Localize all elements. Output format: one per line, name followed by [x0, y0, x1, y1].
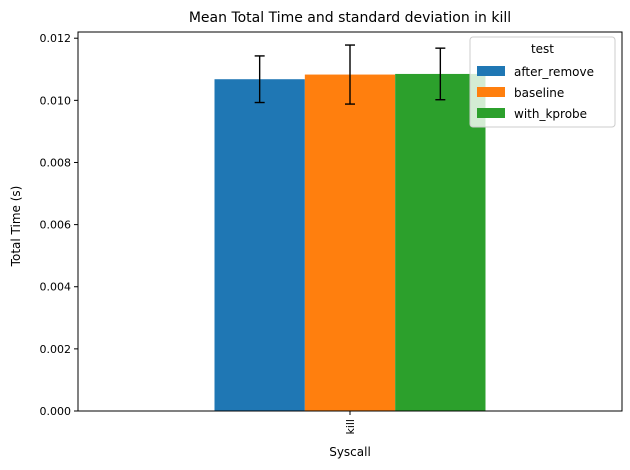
- bar-with_kprobe: [395, 73, 486, 411]
- errorbars-layer: [254, 44, 446, 105]
- legend: test after_remove baseline with_kprobe: [469, 36, 616, 128]
- y-tick-label: 0.010: [40, 94, 72, 107]
- x-tick-label: kill: [344, 419, 357, 435]
- legend-swatch-baseline: [477, 87, 505, 97]
- chart-title: Mean Total Time and standard deviation i…: [189, 10, 511, 26]
- legend-label-after_remove: after_remove: [514, 65, 594, 79]
- legend-label-with_kprobe: with_kprobe: [514, 107, 587, 121]
- legend-swatch-with_kprobe: [477, 108, 505, 118]
- bars-layer: [214, 73, 486, 412]
- x-axis-label: Syscall: [329, 445, 371, 459]
- legend-label-baseline: baseline: [514, 86, 564, 100]
- y-axis-label: Total Time (s): [9, 186, 23, 268]
- plot-frame: [77, 31, 623, 412]
- x-axis: kill: [344, 411, 357, 435]
- y-tick-label: 0.004: [40, 281, 72, 294]
- bar-after_remove: [214, 79, 305, 412]
- y-axis: 0.000 0.002 0.004 0.006 0.008 0.010 0.012: [40, 32, 78, 418]
- y-tick-label: 0.008: [40, 156, 72, 169]
- legend-swatch-after_remove: [477, 66, 505, 76]
- y-tick-label: 0.002: [40, 343, 72, 356]
- y-tick-label: 0.000: [40, 405, 72, 418]
- legend-title: test: [531, 42, 554, 56]
- bar-baseline: [304, 74, 396, 411]
- y-tick-label: 0.006: [40, 219, 72, 232]
- legend-box: [469, 36, 616, 128]
- y-tick-label: 0.012: [40, 32, 72, 45]
